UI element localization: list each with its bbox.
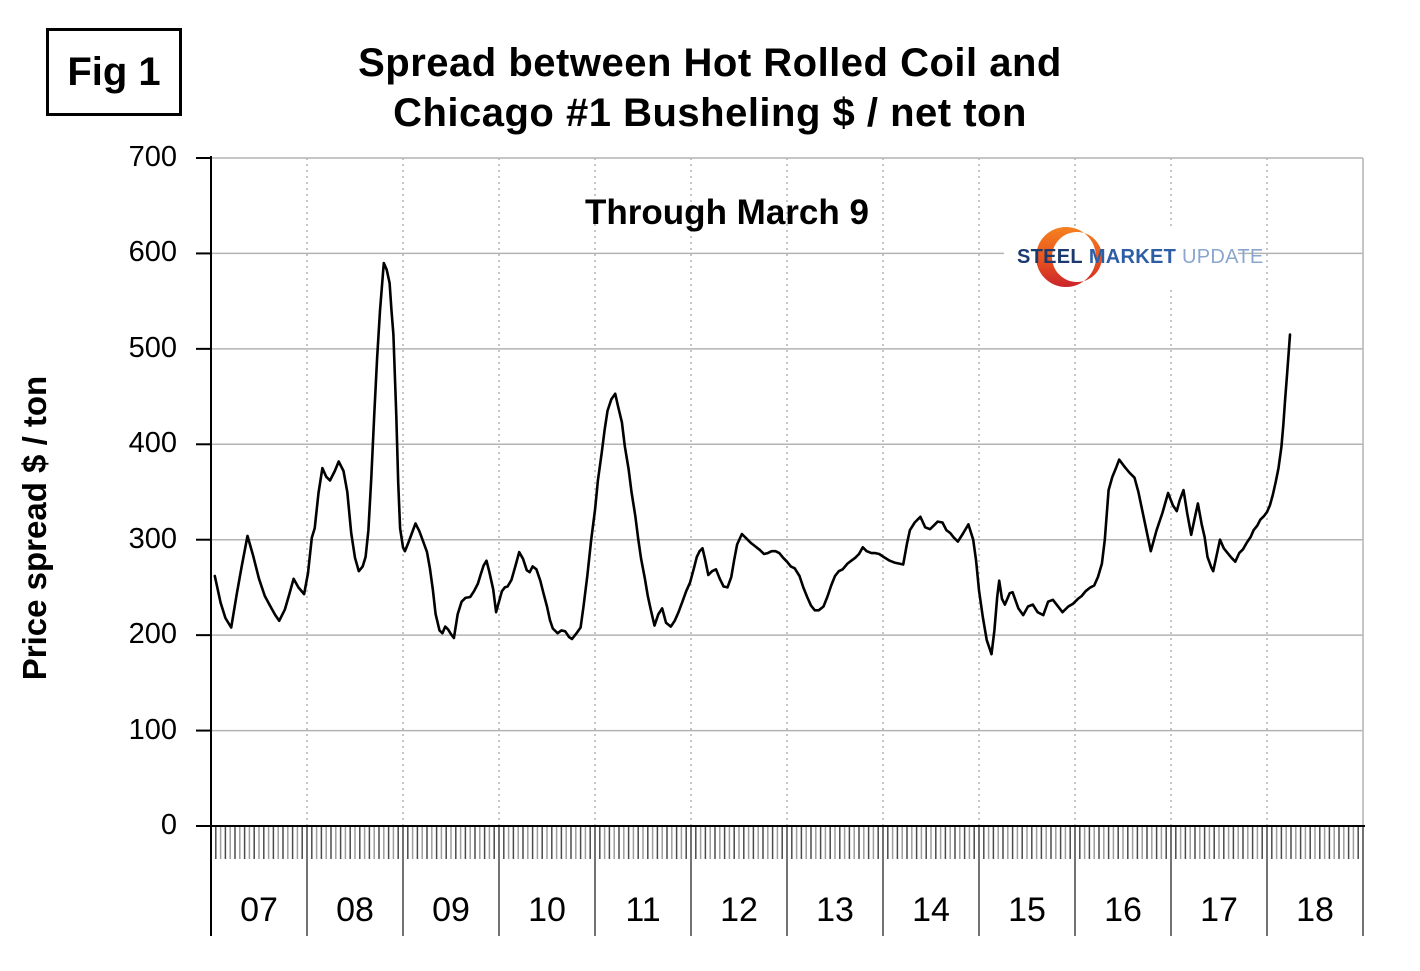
figure-number-box: Fig 1 bbox=[46, 28, 182, 116]
x-tick-label: 13 bbox=[816, 891, 854, 929]
chart-title: Spread between Hot Rolled Coil and Chica… bbox=[358, 41, 1062, 135]
x-tick-label: 10 bbox=[528, 891, 566, 929]
logo-word-update: UPDATE bbox=[1182, 246, 1264, 268]
x-tick-label: 07 bbox=[240, 891, 278, 929]
x-tick-label: 15 bbox=[1008, 891, 1046, 929]
smu-crescent-icon bbox=[1036, 227, 1102, 287]
y-tick-label: 200 bbox=[128, 618, 177, 651]
y-tick-label: 600 bbox=[128, 236, 177, 269]
smu-logo: STEEL MARKET UPDATE bbox=[1004, 226, 1263, 288]
y-tick-label: 0 bbox=[160, 809, 177, 841]
x-tick-label: 14 bbox=[912, 891, 950, 929]
y-tick-label: 400 bbox=[128, 427, 177, 460]
figure-number-label: Fig 1 bbox=[67, 49, 161, 94]
x-tick-label: 12 bbox=[720, 891, 758, 929]
y-axis-title: Price spread $ / ton bbox=[16, 375, 53, 681]
x-tick-label: 18 bbox=[1296, 891, 1334, 929]
y-tick-label: 300 bbox=[128, 522, 177, 555]
x-tick-label: 11 bbox=[625, 891, 661, 929]
logo-word-market: MARKET bbox=[1088, 246, 1177, 268]
x-tick-label: 09 bbox=[432, 891, 470, 929]
logo-word-steel: STEEL bbox=[1017, 246, 1083, 268]
x-tick-label: 16 bbox=[1104, 891, 1142, 929]
x-tick-label: 08 bbox=[336, 891, 374, 929]
y-tick-label: 700 bbox=[128, 141, 177, 173]
chart-annotation: Through March 9 bbox=[585, 193, 869, 232]
y-tick-label: 100 bbox=[128, 713, 177, 746]
smu-logo-text: STEEL MARKET UPDATE bbox=[1017, 246, 1263, 269]
y-tick-label: 500 bbox=[128, 331, 177, 364]
x-tick-label: 17 bbox=[1200, 891, 1238, 929]
spread-line bbox=[213, 261, 1292, 656]
